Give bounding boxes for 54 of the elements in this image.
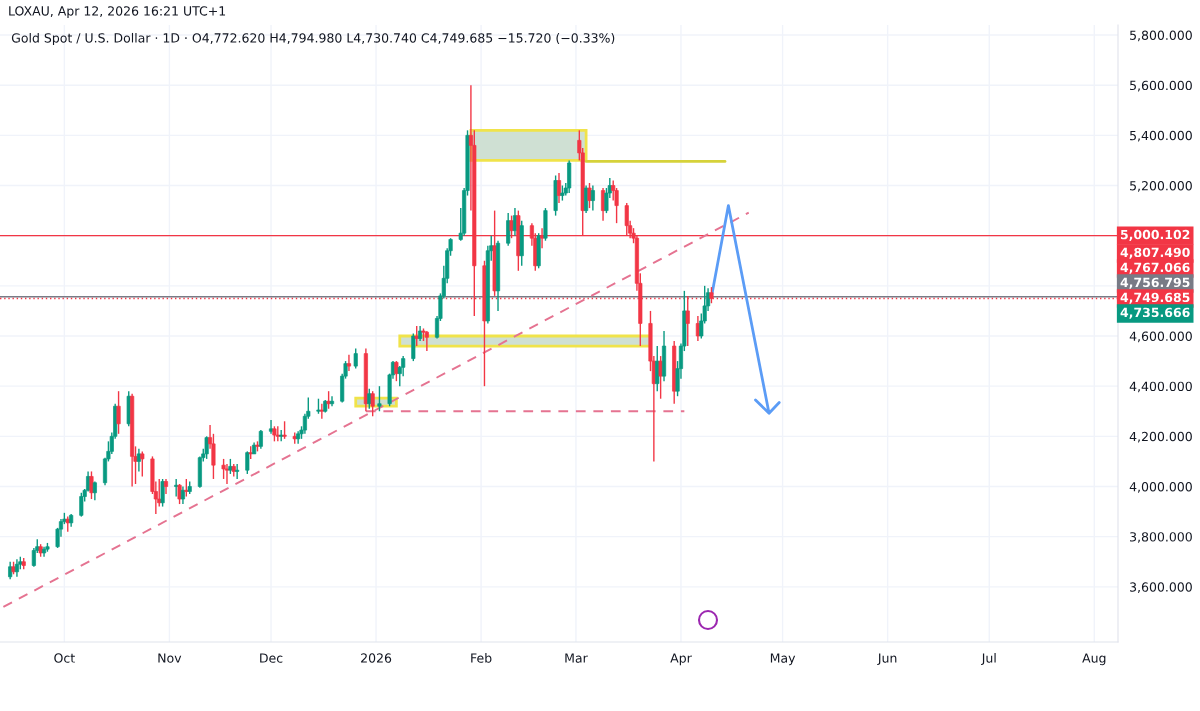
y-tick-label: 4,400.000: [1129, 381, 1192, 393]
x-tick-label: Oct: [54, 653, 75, 663]
x-tick-label: May: [770, 653, 796, 666]
candlestick: [587, 182, 592, 209]
y-tick-label: 4,200.000: [1129, 431, 1192, 443]
x-tick-label: Apr: [670, 653, 692, 666]
x-tick-label: Jun: [877, 653, 897, 666]
candlestick: [245, 450, 250, 475]
candlestick: [92, 480, 97, 501]
x-tick-label: Feb: [471, 653, 492, 663]
candlestick: [329, 395, 335, 407]
ref-line-label: 5,000.102: [1120, 229, 1190, 241]
x-tick-label: Mar: [565, 653, 588, 663]
text: Gold Spot / U.S. Dollar · 1D · O4,772.620 H4,794.980 L4,730.740 C4,749.685 −15.720 (−0.33%): [11, 32, 615, 46]
candlestick: [319, 403, 324, 420]
candlestick: [411, 332, 416, 362]
x-tick-label: Nov: [158, 653, 182, 663]
text: 4,807.490: [1120, 247, 1190, 259]
candlestick: [89, 470, 94, 500]
x-tick-label: Aug: [1082, 653, 1106, 666]
y-tick-label: 5,800.000: [1130, 30, 1192, 42]
chart-title: LOXAU, Apr 12, 2026 16:21 UTC+1: [9, 6, 226, 19]
candlestick: [224, 463, 230, 485]
x-tick-label: 2026: [361, 653, 392, 663]
y-tick-label: 3,800.000: [1130, 532, 1192, 543]
candlestick: [377, 385, 382, 412]
candlestick: [204, 435, 209, 460]
candlestick: [540, 227, 545, 249]
candlestick: [353, 347, 358, 370]
x-tick-label: Dec: [260, 653, 283, 663]
x-tick-label: Jul: [981, 653, 996, 666]
ref-line-label: 4,756.795: [1120, 277, 1190, 289]
candlestick: [116, 390, 121, 435]
candlestick: [370, 390, 375, 417]
y-tick-label: 5,400.000: [1130, 130, 1192, 142]
candlestick: [658, 355, 663, 400]
candlestick: [590, 184, 595, 212]
ref-line-label: 4,749.685: [1120, 292, 1190, 304]
candlestick: [655, 345, 660, 392]
candlestick: [79, 492, 84, 518]
y-tick-label: 4,600.000: [1129, 331, 1192, 343]
candlestick: [258, 429, 263, 450]
candlestick: [279, 429, 284, 443]
candlestick: [140, 450, 145, 478]
text: 4,735.666: [1120, 307, 1190, 319]
y-tick-label: 5,200.000: [1130, 180, 1192, 192]
candlestick: [221, 458, 226, 480]
text: 4,767.066: [1120, 262, 1190, 274]
y-tick-label: 5,600.000: [1130, 80, 1192, 92]
candlestick: [424, 330, 429, 352]
candlestick: [268, 419, 274, 435]
candlestick: [346, 354, 351, 372]
y-tick-label: 3,600.000: [1130, 582, 1192, 594]
y-tick-label: 4,000.000: [1129, 481, 1192, 493]
